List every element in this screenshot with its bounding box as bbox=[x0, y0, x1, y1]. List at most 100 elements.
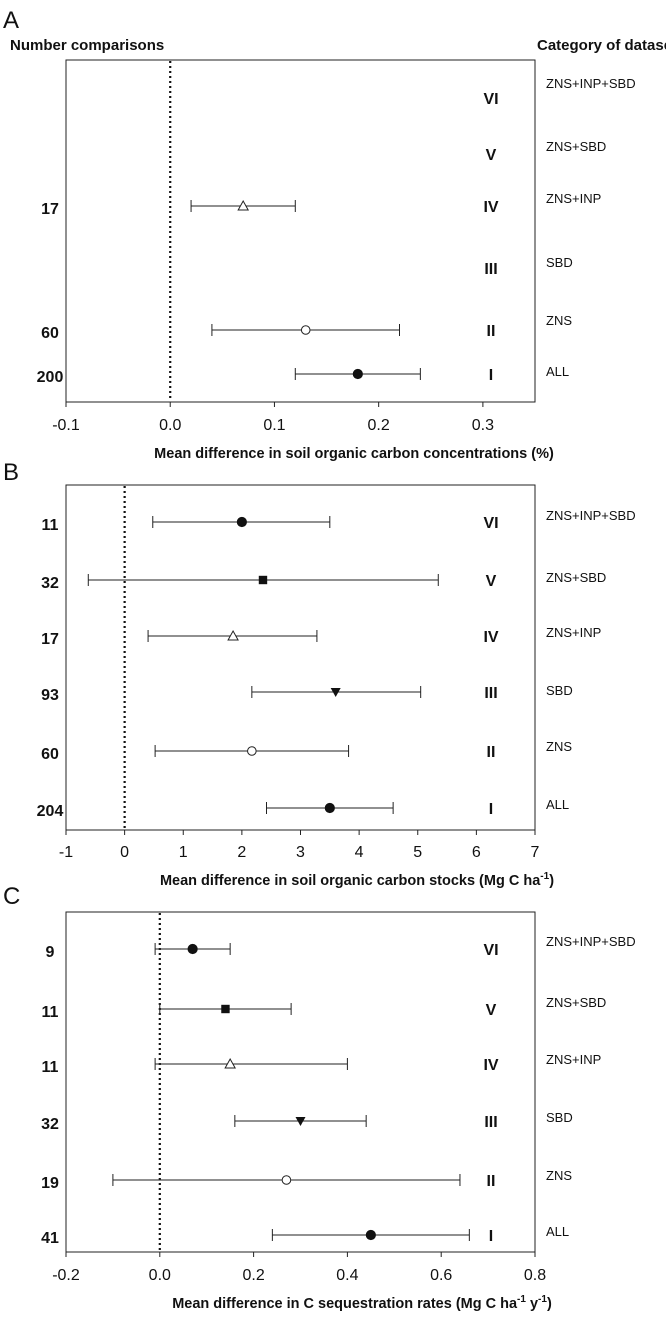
panel-b-letter: B bbox=[3, 459, 19, 486]
x-tick-label: 3 bbox=[296, 844, 305, 861]
x-tick-label: -0.2 bbox=[52, 1267, 80, 1284]
row-category-label: ZNS+INP bbox=[546, 1052, 601, 1067]
row-category-label: ZNS bbox=[546, 739, 572, 754]
row-roman-numeral: III bbox=[484, 685, 497, 702]
row-category-label: ZNS bbox=[546, 1168, 572, 1183]
x-tick-label: 0.0 bbox=[159, 417, 181, 434]
mean-point-filled-down-triangle bbox=[295, 1117, 306, 1126]
row-comparison-count: 9 bbox=[46, 944, 55, 961]
x-tick-label: 0.8 bbox=[524, 1267, 546, 1284]
plot-frame bbox=[65, 59, 536, 403]
row-roman-numeral: IV bbox=[483, 629, 498, 646]
row-roman-numeral: III bbox=[484, 1114, 497, 1131]
x-tick-label: 5 bbox=[413, 844, 422, 861]
row-category-label: ZNS bbox=[546, 313, 572, 328]
row-category-label: ZNS+SBD bbox=[546, 570, 606, 585]
mean-point-open-circle bbox=[300, 325, 311, 335]
row-category-label: ZNS+SBD bbox=[546, 139, 606, 154]
row-category-label: ALL bbox=[546, 1224, 569, 1239]
row-category-label: ZNS+SBD bbox=[546, 995, 606, 1010]
row-roman-numeral: II bbox=[487, 323, 496, 340]
panel-b: -1 0 1 2 3 4 5 6 7 Mean difference in soil organi… bbox=[37, 484, 636, 889]
x-tick-label: 0.3 bbox=[472, 417, 494, 434]
panel-a: -0.1 0.0 0.1 0.2 0.3 Mean difference in soil … bbox=[37, 59, 636, 462]
row-roman-numeral: IV bbox=[483, 199, 498, 216]
row-comparison-count: 19 bbox=[41, 1175, 59, 1192]
row-roman-numeral: IV bbox=[483, 1057, 498, 1074]
row-roman-numeral: I bbox=[489, 367, 493, 384]
row-category-label: SBD bbox=[546, 255, 573, 270]
x-tick-label: 2 bbox=[237, 844, 246, 861]
row-roman-numeral: V bbox=[486, 147, 497, 164]
row-category-label: SBD bbox=[546, 683, 573, 698]
row-category-label: ZNS+INP+SBD bbox=[546, 508, 636, 523]
mean-point-open-triangle bbox=[227, 629, 239, 641]
row-category-label: ZNS+INP+SBD bbox=[546, 934, 636, 949]
mean-point-filled-circle bbox=[187, 943, 198, 955]
row-comparison-count: 17 bbox=[41, 631, 59, 648]
x-axis-label: Mean difference in soil organic carbon s… bbox=[160, 871, 554, 889]
row-comparison-count: 93 bbox=[41, 687, 59, 704]
x-tick-label: 0.6 bbox=[430, 1267, 452, 1284]
x-tick-label: 0.1 bbox=[263, 417, 285, 434]
x-tick-label: 1 bbox=[179, 844, 188, 861]
x-tick-label: -1 bbox=[59, 844, 73, 861]
mean-point-open-circle bbox=[281, 1175, 292, 1185]
panel-a-letter: A bbox=[3, 7, 19, 34]
row-comparison-count: 60 bbox=[41, 746, 59, 763]
row-category-label: ZNS+INP bbox=[546, 625, 601, 640]
panel-c-letter: C bbox=[3, 883, 20, 910]
mean-point-open-circle bbox=[247, 746, 257, 756]
x-axis-label: Mean difference in soil organic carbon c… bbox=[154, 446, 554, 462]
row-comparison-count: 41 bbox=[41, 1230, 59, 1247]
mean-point-open-triangle bbox=[237, 199, 250, 211]
x-tick-label: 0.2 bbox=[242, 1267, 264, 1284]
row-roman-numeral: III bbox=[484, 261, 497, 278]
x-tick-label: 0 bbox=[120, 844, 129, 861]
row-category-label: ZNS+INP+SBD bbox=[546, 76, 636, 91]
row-roman-numeral: VI bbox=[483, 91, 498, 108]
row-comparison-count: 11 bbox=[42, 1004, 59, 1021]
mean-point-filled-circle bbox=[236, 516, 247, 528]
panel-c: -0.2 0.0 0.2 0.4 0.6 0.8 Mean difference in C … bbox=[41, 911, 636, 1312]
row-roman-numeral: VI bbox=[483, 515, 498, 532]
row-roman-numeral: VI bbox=[483, 942, 498, 959]
x-tick-label: 0.2 bbox=[368, 417, 390, 434]
row-roman-numeral: V bbox=[486, 573, 497, 590]
row-roman-numeral: II bbox=[487, 744, 496, 761]
mean-point-filled-down-triangle bbox=[330, 688, 341, 697]
mean-point-filled-square bbox=[258, 575, 268, 585]
row-comparison-count: 60 bbox=[41, 325, 59, 342]
row-category-label: ALL bbox=[546, 364, 569, 379]
row-comparison-count: 32 bbox=[41, 575, 59, 592]
row-roman-numeral: I bbox=[489, 1228, 493, 1245]
mean-point-filled-circle bbox=[324, 802, 335, 814]
mean-point-filled-circle bbox=[352, 368, 363, 380]
x-tick-label: 7 bbox=[531, 844, 540, 861]
row-roman-numeral: I bbox=[489, 801, 493, 818]
row-category-label: ALL bbox=[546, 797, 569, 812]
row-comparison-count: 200 bbox=[37, 369, 64, 386]
mean-point-filled-circle bbox=[365, 1229, 376, 1241]
row-category-label: SBD bbox=[546, 1110, 573, 1125]
row-category-label: ZNS+INP bbox=[546, 191, 601, 206]
x-tick-label: 0.0 bbox=[149, 1267, 171, 1284]
x-tick-label: 4 bbox=[355, 844, 364, 861]
row-comparison-count: 204 bbox=[37, 803, 64, 820]
row-roman-numeral: II bbox=[487, 1173, 496, 1190]
row-comparison-count: 17 bbox=[41, 201, 59, 218]
row-comparison-count: 32 bbox=[41, 1116, 59, 1133]
x-axis-label: Mean difference in C sequestration rates… bbox=[172, 1294, 552, 1312]
x-tick-label: -0.1 bbox=[52, 417, 80, 434]
x-tick-label: 6 bbox=[472, 844, 481, 861]
mean-point-filled-square bbox=[221, 1004, 230, 1014]
header-category-of-datasets: Category of datasets bbox=[537, 37, 666, 54]
x-tick-label: 0.4 bbox=[336, 1267, 358, 1284]
row-roman-numeral: V bbox=[486, 1002, 497, 1019]
mean-point-open-triangle bbox=[224, 1057, 236, 1069]
plot-frame bbox=[65, 484, 536, 831]
plot-frame bbox=[65, 911, 536, 1253]
header-number-comparisons: Number comparisons bbox=[10, 37, 164, 54]
row-comparison-count: 11 bbox=[42, 517, 59, 534]
